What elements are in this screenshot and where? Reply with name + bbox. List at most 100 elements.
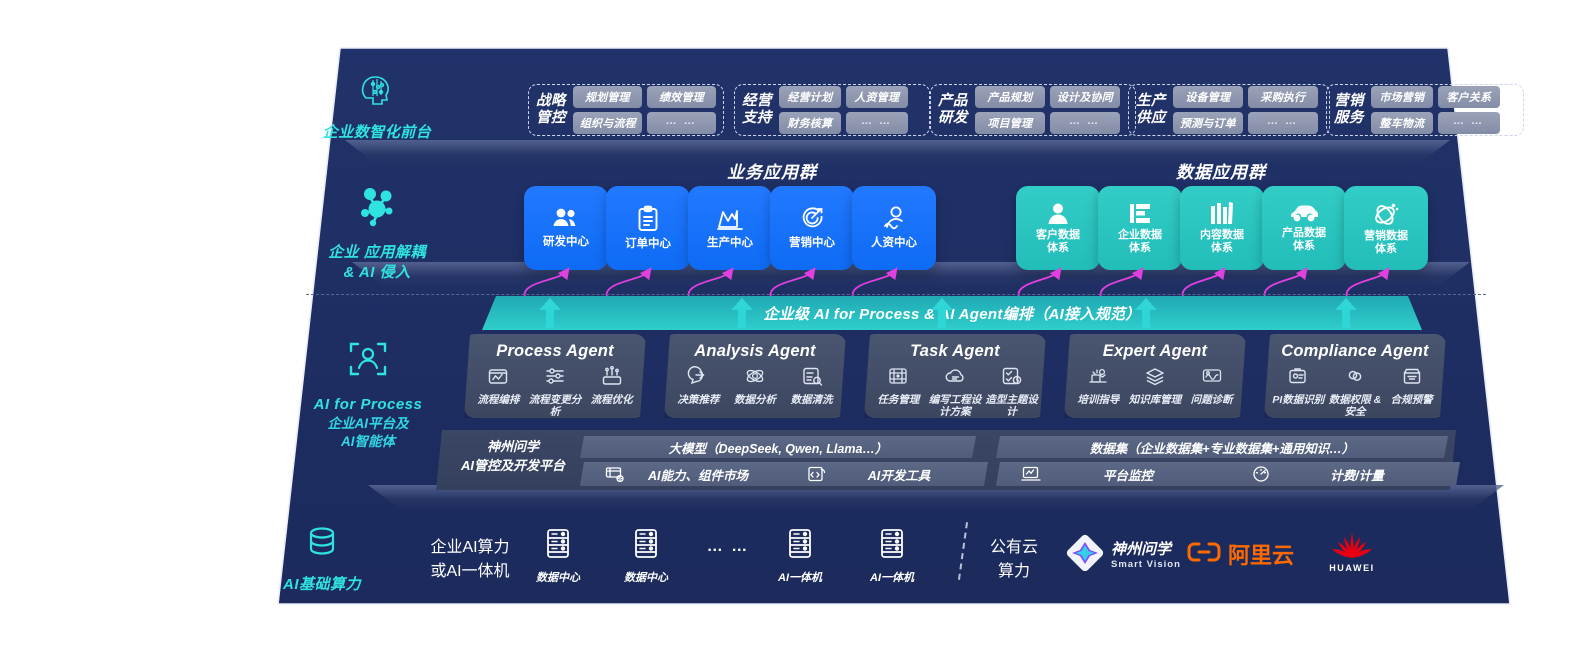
card-marketing-center[interactable]: 营销中心 [770,186,854,270]
agent-card-expert[interactable]: Expert Agent 培训指导 [1064,334,1246,418]
card-order-center[interactable]: 订单中心 [606,186,690,270]
devtool-label: AI开发工具 [867,468,931,483]
card-customer-data[interactable]: 客户数据 体系 [1016,186,1100,270]
diagnose-icon [1201,366,1223,391]
database-icon [232,522,412,567]
group-title: 产品 研发 [938,93,968,126]
infra-node-datacenter-2[interactable]: 数据中心 [610,528,682,585]
card-production-center[interactable]: 生产中心 [688,186,772,270]
band-separator-1 [345,140,1450,166]
model-bar[interactable]: 大模型（DeepSeek, Qwen, Llama…） [580,436,976,458]
billing-bar[interactable]: 计费/计量 [1226,462,1460,486]
group-chip[interactable]: 整车物流 [1370,112,1433,134]
model-bar-label: 大模型（DeepSeek, Qwen, Llama…） [668,441,888,456]
group-chip[interactable]: 采购执行 [1247,86,1318,108]
training-icon [1087,366,1109,391]
agent-feature[interactable]: 培训指导 [1070,366,1126,406]
group-chip-more[interactable]: … … [646,112,716,134]
card-rd-center[interactable]: 研发中心 [524,186,608,270]
agent-feature[interactable]: 任务管理 [870,366,926,418]
flow-chart-icon [487,366,509,391]
agent-card-task[interactable]: Task Agent 任务管理 [864,334,1046,418]
group-chip[interactable]: 财务核算 [778,112,841,134]
top-group-product-rd[interactable]: 产品 研发 产品规划 设计及协同 项目管理 … … [930,84,1136,136]
group-title: 经营 支持 [742,93,772,126]
group-chip[interactable]: 项目管理 [974,112,1045,134]
agent-feature-label: 数据清洗 [790,394,833,406]
card-label: 营销中心 [789,237,835,250]
agent-feature[interactable]: 问题诊断 [1184,366,1240,406]
group-chip[interactable]: 设计及协同 [1049,86,1120,108]
group-chip[interactable]: 市场营销 [1370,86,1433,108]
server-icon [786,529,814,564]
infra-node-aio-1[interactable]: AI一体机 [764,528,836,585]
top-group-operations[interactable]: 经营 支持 经营计划 人资管理 财务核算 … … [734,84,930,136]
group-chip[interactable]: 客户关系 [1437,86,1500,108]
card-hr-center[interactable]: 人资中心 [852,186,936,270]
layers-icon [1144,366,1166,391]
vendor-subtitle: Smart Vision [1111,558,1181,570]
group-chip[interactable]: 设备管理 [1172,86,1243,108]
vendor-huawei[interactable]: HUAWEI [1320,524,1384,573]
card-content-data[interactable]: 内容数据 体系 [1180,186,1264,270]
agent-feature[interactable]: 流程变更分析 [527,366,583,418]
vendor-shenzhou-wenxue[interactable]: 神州问学 Smart Vision [1066,534,1181,577]
agent-feature[interactable]: 数据分析 [727,366,783,406]
group-chip-more[interactable]: … … [845,112,908,134]
agent-title: Analysis Agent [694,342,816,360]
card-product-data[interactable]: 产品数据 体系 [1262,186,1346,270]
agent-feature[interactable]: 数据清洗 [784,366,840,406]
agent-feature[interactable]: PI数据识别 [1270,366,1326,418]
agent-feature[interactable]: 流程编排 [470,366,526,418]
agent-card-compliance[interactable]: Compliance Agent PI数据识别 [1264,334,1446,418]
vendor-aliyun[interactable]: 阿里云 [1186,538,1294,570]
agent-title: Process Agent [496,342,614,360]
infra-node-datacenter-1[interactable]: 数据中心 [522,528,594,585]
monitor-bar[interactable]: 平台监控 [996,462,1232,486]
rail-label: 企业数智化前台 [322,124,432,141]
group-chip[interactable]: 绩效管理 [646,86,716,108]
top-group-production[interactable]: 生产 供应 设备管理 采购执行 预测与订单 … … [1128,84,1330,136]
rail-label-2: & AI 侵入 [343,264,411,282]
card-marketing-data[interactable]: 营销数据 体系 [1344,186,1428,270]
shenzhou-wenxue-logo [1066,534,1104,577]
enterprise-compute-label: 企业AI算力 或AI一体机 [430,539,510,580]
devtool-bar[interactable]: AI开发工具 [782,462,988,486]
group-chip-more[interactable]: … … [1049,112,1120,134]
agent-feature[interactable]: 数据权限 & 安全 [1327,366,1383,418]
agent-title: Expert Agent [1102,342,1208,360]
agent-feature[interactable]: 知识库管理 [1127,366,1183,406]
agent-card-analysis[interactable]: Analysis Agent 决策推荐 [664,334,846,418]
infra-node-aio-2[interactable]: AI一体机 [856,528,928,585]
capability-market-label: AI能力、组件市场 [647,468,748,483]
top-group-marketing[interactable]: 营销 服务 市场营销 客户关系 整车物流 … … [1326,84,1524,136]
group-chip[interactable]: 预测与订单 [1172,112,1243,134]
agent-card-process[interactable]: Process Agent 流程编排 流程变更分析 [464,334,646,418]
platform-name-line2: AI管控及开发平台 [460,457,565,473]
group-chip-more[interactable]: … … [1247,112,1318,134]
server-icon [878,529,906,564]
agent-feature[interactable]: 决策推荐 [670,366,726,406]
card-enterprise-data[interactable]: 企业数据 体系 [1098,186,1182,270]
agent-feature-label: 编写工程设计方案 [928,394,982,419]
group-chip[interactable]: 组织与流程 [572,112,642,134]
agent-feature[interactable]: 合规预警 [1384,366,1440,418]
pi-data-icon [1287,366,1309,391]
group-chip[interactable]: 经营计划 [778,86,841,108]
agent-feature[interactable]: 流程优化 [584,366,640,418]
agent-feature[interactable]: 编写工程设计方案 [927,366,983,418]
agent-feature[interactable]: 造型主题设计 [984,366,1040,418]
market-icon [592,465,638,483]
capability-market-bar[interactable]: AI能力、组件市场 [580,462,788,486]
dataset-bar[interactable]: 数据集（企业数据集+专业数据集+通用知识…） [996,436,1448,458]
brain-head-icon [287,68,467,115]
agent-feature-label: 流程编排 [477,394,520,406]
top-group-strategy[interactable]: 战略 管控 规划管理 绩效管理 组织与流程 … … [528,84,724,136]
group-chip[interactable]: 人资管理 [845,86,908,108]
billing-label: 计费/计量 [1330,468,1384,483]
clipboard-icon [636,205,660,232]
group-chip[interactable]: 产品规划 [974,86,1045,108]
group-chip[interactable]: 规划管理 [572,86,642,108]
users-icon [552,206,580,230]
group-chip-more[interactable]: … … [1437,112,1500,134]
